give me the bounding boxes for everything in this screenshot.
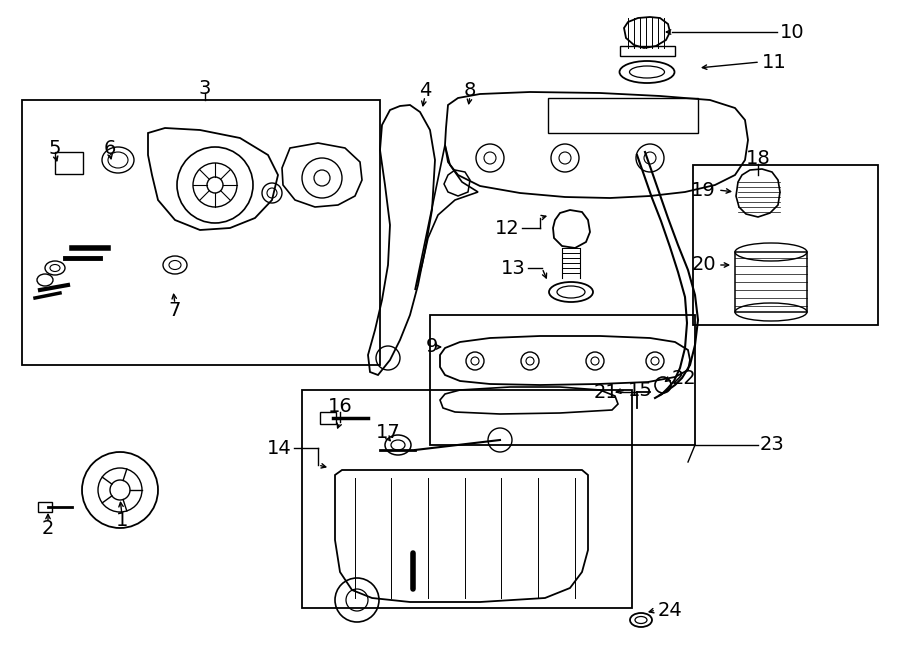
Text: 12: 12 (495, 219, 520, 237)
Text: 5: 5 (49, 139, 61, 157)
Bar (302, 390, 632, 608)
Text: 4: 4 (418, 81, 431, 100)
Text: 17: 17 (375, 422, 401, 442)
Text: 11: 11 (762, 52, 787, 71)
Text: 18: 18 (745, 149, 770, 167)
Bar (22, 100, 380, 365)
Text: 22: 22 (672, 368, 697, 387)
Text: 3: 3 (199, 79, 212, 98)
Bar (693, 165, 878, 325)
Text: 23: 23 (760, 436, 785, 455)
Bar (320, 412, 336, 424)
Text: 1: 1 (116, 510, 128, 529)
Bar (55, 152, 83, 174)
Bar (430, 315, 695, 445)
Bar (620, 46, 675, 56)
Bar (735, 252, 807, 312)
Text: 19: 19 (691, 180, 716, 200)
Text: 21: 21 (593, 383, 618, 401)
Text: 2: 2 (41, 518, 54, 537)
Text: 7: 7 (169, 301, 181, 319)
Text: 6: 6 (104, 139, 116, 157)
Text: 24: 24 (658, 600, 683, 619)
Bar (548, 98, 698, 133)
Text: 8: 8 (464, 81, 476, 100)
Text: 14: 14 (267, 438, 292, 457)
Bar (38, 502, 52, 512)
Text: 20: 20 (691, 256, 716, 274)
Text: 10: 10 (780, 22, 805, 42)
Text: 16: 16 (328, 397, 353, 416)
Text: 9: 9 (426, 338, 438, 356)
Text: 15: 15 (628, 381, 652, 399)
Text: 13: 13 (501, 258, 526, 278)
